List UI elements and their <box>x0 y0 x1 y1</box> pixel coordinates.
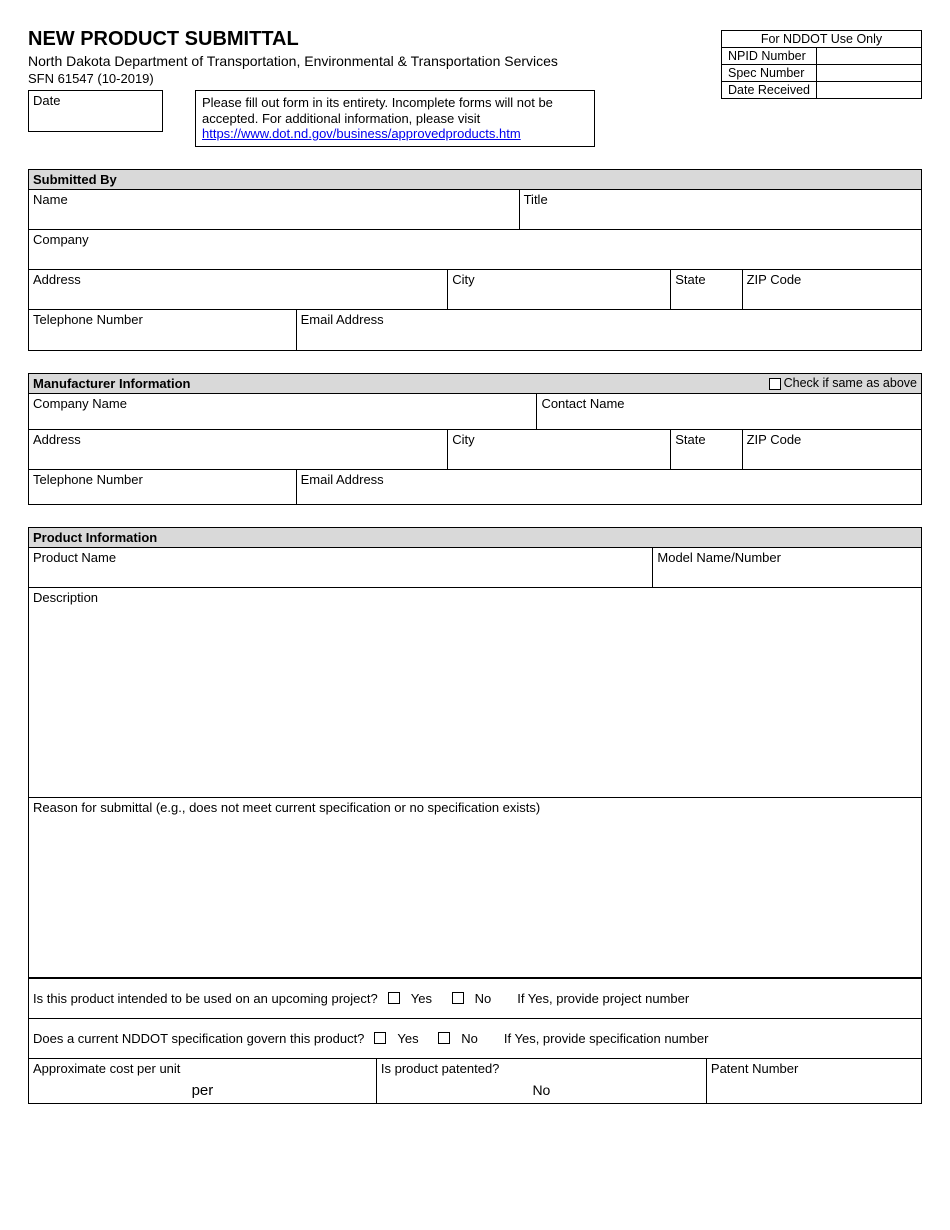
bottom-row: Approximate cost per unit per Is product… <box>29 1058 921 1103</box>
patented-field[interactable]: Is product patented? No <box>377 1059 707 1103</box>
instructions-text: Please fill out form in its entirety. In… <box>202 95 553 126</box>
manufacturer-header: Manufacturer Information Check if same a… <box>29 374 921 394</box>
title-field[interactable]: Title <box>520 190 921 230</box>
q1-text: Is this product intended to be used on a… <box>33 991 378 1006</box>
form-sfn: SFN 61547 (10-2019) <box>28 71 721 86</box>
name-field[interactable]: Name <box>29 190 520 230</box>
cost-per-unit-field[interactable]: Approximate cost per unit per <box>29 1059 377 1103</box>
same-as-above: Check if same as above <box>769 376 917 390</box>
question-upcoming-project: Is this product intended to be used on a… <box>29 978 921 1018</box>
q2-after-text: If Yes, provide specification number <box>504 1031 709 1046</box>
per-text: per <box>33 1082 372 1099</box>
state-field[interactable]: State <box>671 270 742 310</box>
model-number-field[interactable]: Model Name/Number <box>653 548 921 588</box>
mfr-contact-field[interactable]: Contact Name <box>537 394 921 430</box>
description-field[interactable]: Description <box>29 588 921 798</box>
header-left: NEW PRODUCT SUBMITTAL North Dakota Depar… <box>28 28 721 147</box>
q2-yes-checkbox[interactable] <box>374 1032 386 1044</box>
q2-text: Does a current NDDOT specification gover… <box>33 1031 364 1046</box>
use-only-table: For NDDOT Use Only NPID Number Spec Numb… <box>721 30 922 99</box>
manufacturer-header-text: Manufacturer Information <box>33 376 190 391</box>
instructions-link[interactable]: https://www.dot.nd.gov/business/approved… <box>202 126 521 141</box>
yes-label: Yes <box>397 1031 418 1046</box>
email-field[interactable]: Email Address <box>297 310 921 350</box>
patented-value: No <box>381 1082 702 1098</box>
q2-no-checkbox[interactable] <box>438 1032 450 1044</box>
mfr-address-field[interactable]: Address <box>29 430 448 470</box>
company-field[interactable]: Company <box>29 230 921 270</box>
q1-after-text: If Yes, provide project number <box>517 991 689 1006</box>
date-note-row: Date Please fill out form in its entiret… <box>28 90 721 147</box>
form-subtitle: North Dakota Department of Transportatio… <box>28 53 721 69</box>
q1-yes-checkbox[interactable] <box>388 992 400 1004</box>
mfr-state-field[interactable]: State <box>671 430 742 470</box>
date-label: Date <box>33 93 158 108</box>
product-section: Product Information Product Name Model N… <box>28 527 922 1104</box>
npid-number-field[interactable] <box>817 48 922 65</box>
phone-field[interactable]: Telephone Number <box>29 310 297 350</box>
question-specification: Does a current NDDOT specification gover… <box>29 1018 921 1058</box>
date-received-field[interactable] <box>817 82 922 99</box>
mfr-company-field[interactable]: Company Name <box>29 394 537 430</box>
date-field[interactable]: Date <box>28 90 163 132</box>
form-title: NEW PRODUCT SUBMITTAL <box>28 28 721 51</box>
mfr-phone-field[interactable]: Telephone Number <box>29 470 297 504</box>
mfr-email-field[interactable]: Email Address <box>297 470 921 504</box>
no-label: No <box>461 1031 478 1046</box>
reason-field[interactable]: Reason for submittal (e.g., does not mee… <box>29 798 921 978</box>
header-row: NEW PRODUCT SUBMITTAL North Dakota Depar… <box>28 28 922 147</box>
mfr-zip-field[interactable]: ZIP Code <box>743 430 921 470</box>
mfr-city-field[interactable]: City <box>448 430 671 470</box>
manufacturer-section: Manufacturer Information Check if same a… <box>28 373 922 505</box>
same-as-checkbox[interactable] <box>769 378 781 390</box>
use-only-label: Spec Number <box>722 65 817 82</box>
use-only-label: Date Received <box>722 82 817 99</box>
product-name-field[interactable]: Product Name <box>29 548 653 588</box>
zip-field[interactable]: ZIP Code <box>743 270 921 310</box>
product-header: Product Information <box>29 528 921 548</box>
yes-label: Yes <box>411 991 432 1006</box>
submitted-by-section: Submitted By Name Title Company Address … <box>28 169 922 351</box>
q1-no-checkbox[interactable] <box>452 992 464 1004</box>
city-field[interactable]: City <box>448 270 671 310</box>
use-only-label: NPID Number <box>722 48 817 65</box>
no-label: No <box>475 991 492 1006</box>
spec-number-field[interactable] <box>817 65 922 82</box>
submitted-by-header: Submitted By <box>29 170 921 190</box>
use-only-title: For NDDOT Use Only <box>722 31 922 48</box>
address-field[interactable]: Address <box>29 270 448 310</box>
patent-number-field[interactable]: Patent Number <box>707 1059 921 1103</box>
instructions-box: Please fill out form in its entirety. In… <box>195 90 595 147</box>
